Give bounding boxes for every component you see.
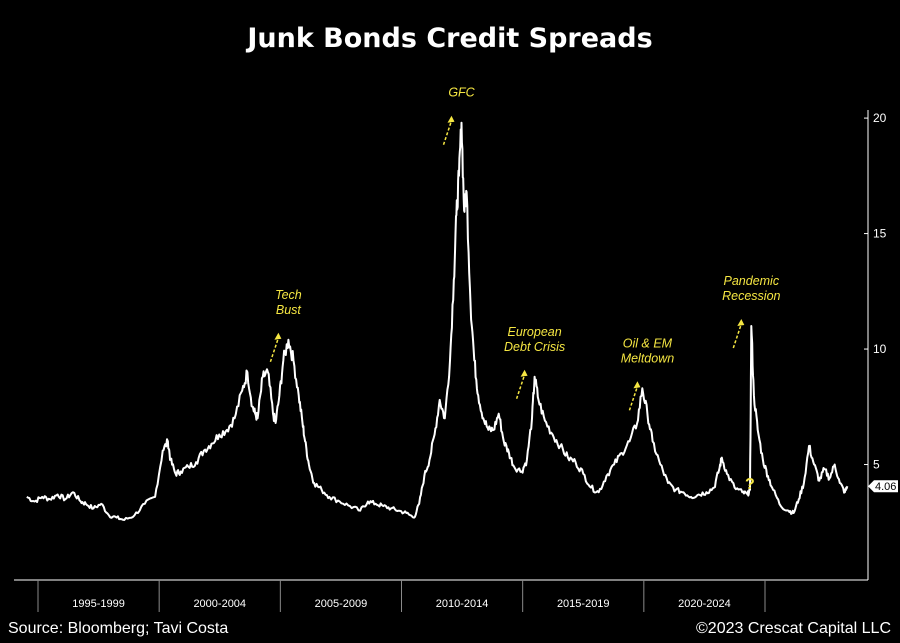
annotation-4-arrow	[732, 323, 743, 349]
y-tick-label-3: 20	[873, 111, 887, 125]
annotation-4-arrowhead	[737, 318, 745, 326]
y-tick-label-0: 5	[873, 458, 880, 472]
annotation-2-arrowhead	[520, 369, 528, 377]
annotation-0-arrowhead	[274, 332, 282, 340]
annotation-0-line-0: Tech	[275, 288, 302, 302]
annotation-2-arrow	[515, 374, 526, 399]
x-axis: 1995-1999 2000-2004 2005-2009 2010-2014 2015…	[37, 580, 766, 612]
annotation-0-line-1: Bust	[276, 303, 302, 317]
copyright-note: ©2023 Crescat Capital LLC	[696, 620, 891, 637]
y-axis: 5 10 15 20	[864, 111, 887, 472]
annotation-3-arrowhead	[633, 381, 641, 389]
chart-title: Junk Bonds Credit Spreads	[245, 23, 652, 54]
annotation-1: GFC	[442, 86, 476, 145]
y-tick-label-2: 15	[873, 227, 887, 241]
question-mark-annotation: ?	[745, 476, 755, 493]
x-tick-label-4: 2015-2019	[557, 598, 610, 610]
source-note: Source: Bloomberg; Tavi Costa	[8, 620, 228, 637]
x-tick-label-1: 2000-2004	[193, 598, 246, 610]
plot-frame	[14, 110, 869, 581]
annotation-2-line-0: European	[507, 325, 561, 339]
annotation-3-arrow	[628, 386, 639, 411]
x-tick-label-0: 1995-1999	[72, 598, 125, 610]
annotation-3-line-0: Oil & EM	[623, 336, 673, 350]
annotation-4-line-1: Recession	[722, 289, 780, 303]
annotation-3-line-1: Meltdown	[621, 351, 675, 365]
annotation-2-line-1: Debt Crisis	[504, 340, 565, 354]
last-value-tag: 4.06	[868, 480, 898, 493]
last-value-label: 4.06	[875, 481, 896, 493]
annotation-1-arrowhead	[447, 115, 455, 123]
annotation-1-arrow	[442, 120, 453, 145]
annotation-0-arrow	[269, 337, 280, 363]
y-tick-label-1: 10	[873, 342, 887, 356]
series-line-spread	[26, 121, 849, 521]
annotation-4-line-0: Pandemic	[724, 274, 780, 288]
x-tick-label-5: 2020-2024	[678, 598, 731, 610]
x-tick-label-2: 2005-2009	[315, 598, 368, 610]
x-tick-label-3: 2010-2014	[436, 598, 489, 610]
annotation-1-line-0: GFC	[448, 86, 475, 100]
